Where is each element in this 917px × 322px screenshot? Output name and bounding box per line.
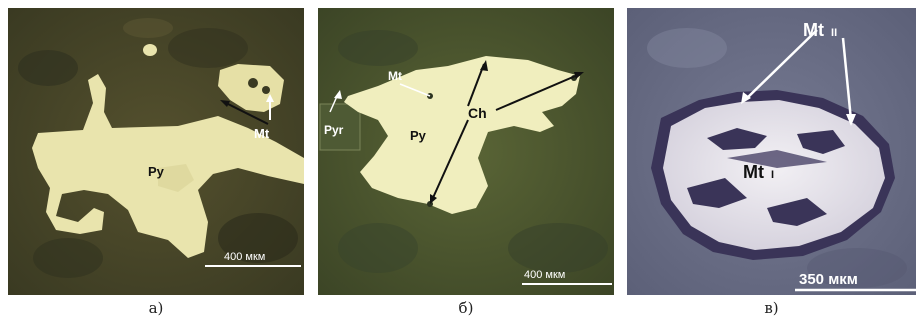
label-mt2: Mt II xyxy=(803,20,837,40)
arrow-mt-1 xyxy=(223,101,269,125)
py-grain xyxy=(32,74,304,258)
micrograph-b: Mt Pyr Py Ch 400 мкм xyxy=(318,8,614,295)
arrow-ch-3 xyxy=(495,73,581,111)
label-mt1: Mt I xyxy=(743,162,774,182)
arrow-mt2-1 xyxy=(744,29,818,101)
label-ch: Ch xyxy=(468,105,487,121)
scale-bar-label: 400 мкм xyxy=(224,251,265,263)
caption-b: б) xyxy=(458,299,474,317)
arrow-mt2-2 xyxy=(841,37,853,121)
arrow-ch-1 xyxy=(467,63,485,107)
arrow-ch-2 xyxy=(431,119,469,201)
caption-c: в) xyxy=(764,299,779,317)
caption-a: а) xyxy=(148,299,164,317)
label-py: Py xyxy=(410,128,427,143)
arrow-mt xyxy=(399,83,431,97)
micrograph-b-image: Mt Pyr Py Ch 400 мкм xyxy=(318,8,614,295)
label-pyr: Pyr xyxy=(324,123,344,137)
scale-bar-label: 400 мкм xyxy=(524,269,565,281)
micrograph-c: Mt II Mt I 350 мкм xyxy=(627,8,916,295)
micrograph-a: Py Mt 400 мкм xyxy=(8,8,304,295)
scale-bar-label: 350 мкм xyxy=(799,271,858,288)
label-py: Py xyxy=(148,164,165,179)
micrograph-c-image: Mt II Mt I 350 мкм xyxy=(627,8,916,295)
label-mt: Mt xyxy=(254,126,270,141)
grain-small xyxy=(143,44,157,56)
label-mt: Mt xyxy=(388,69,402,83)
micrograph-a-image: Py Mt 400 мкм xyxy=(8,8,304,295)
